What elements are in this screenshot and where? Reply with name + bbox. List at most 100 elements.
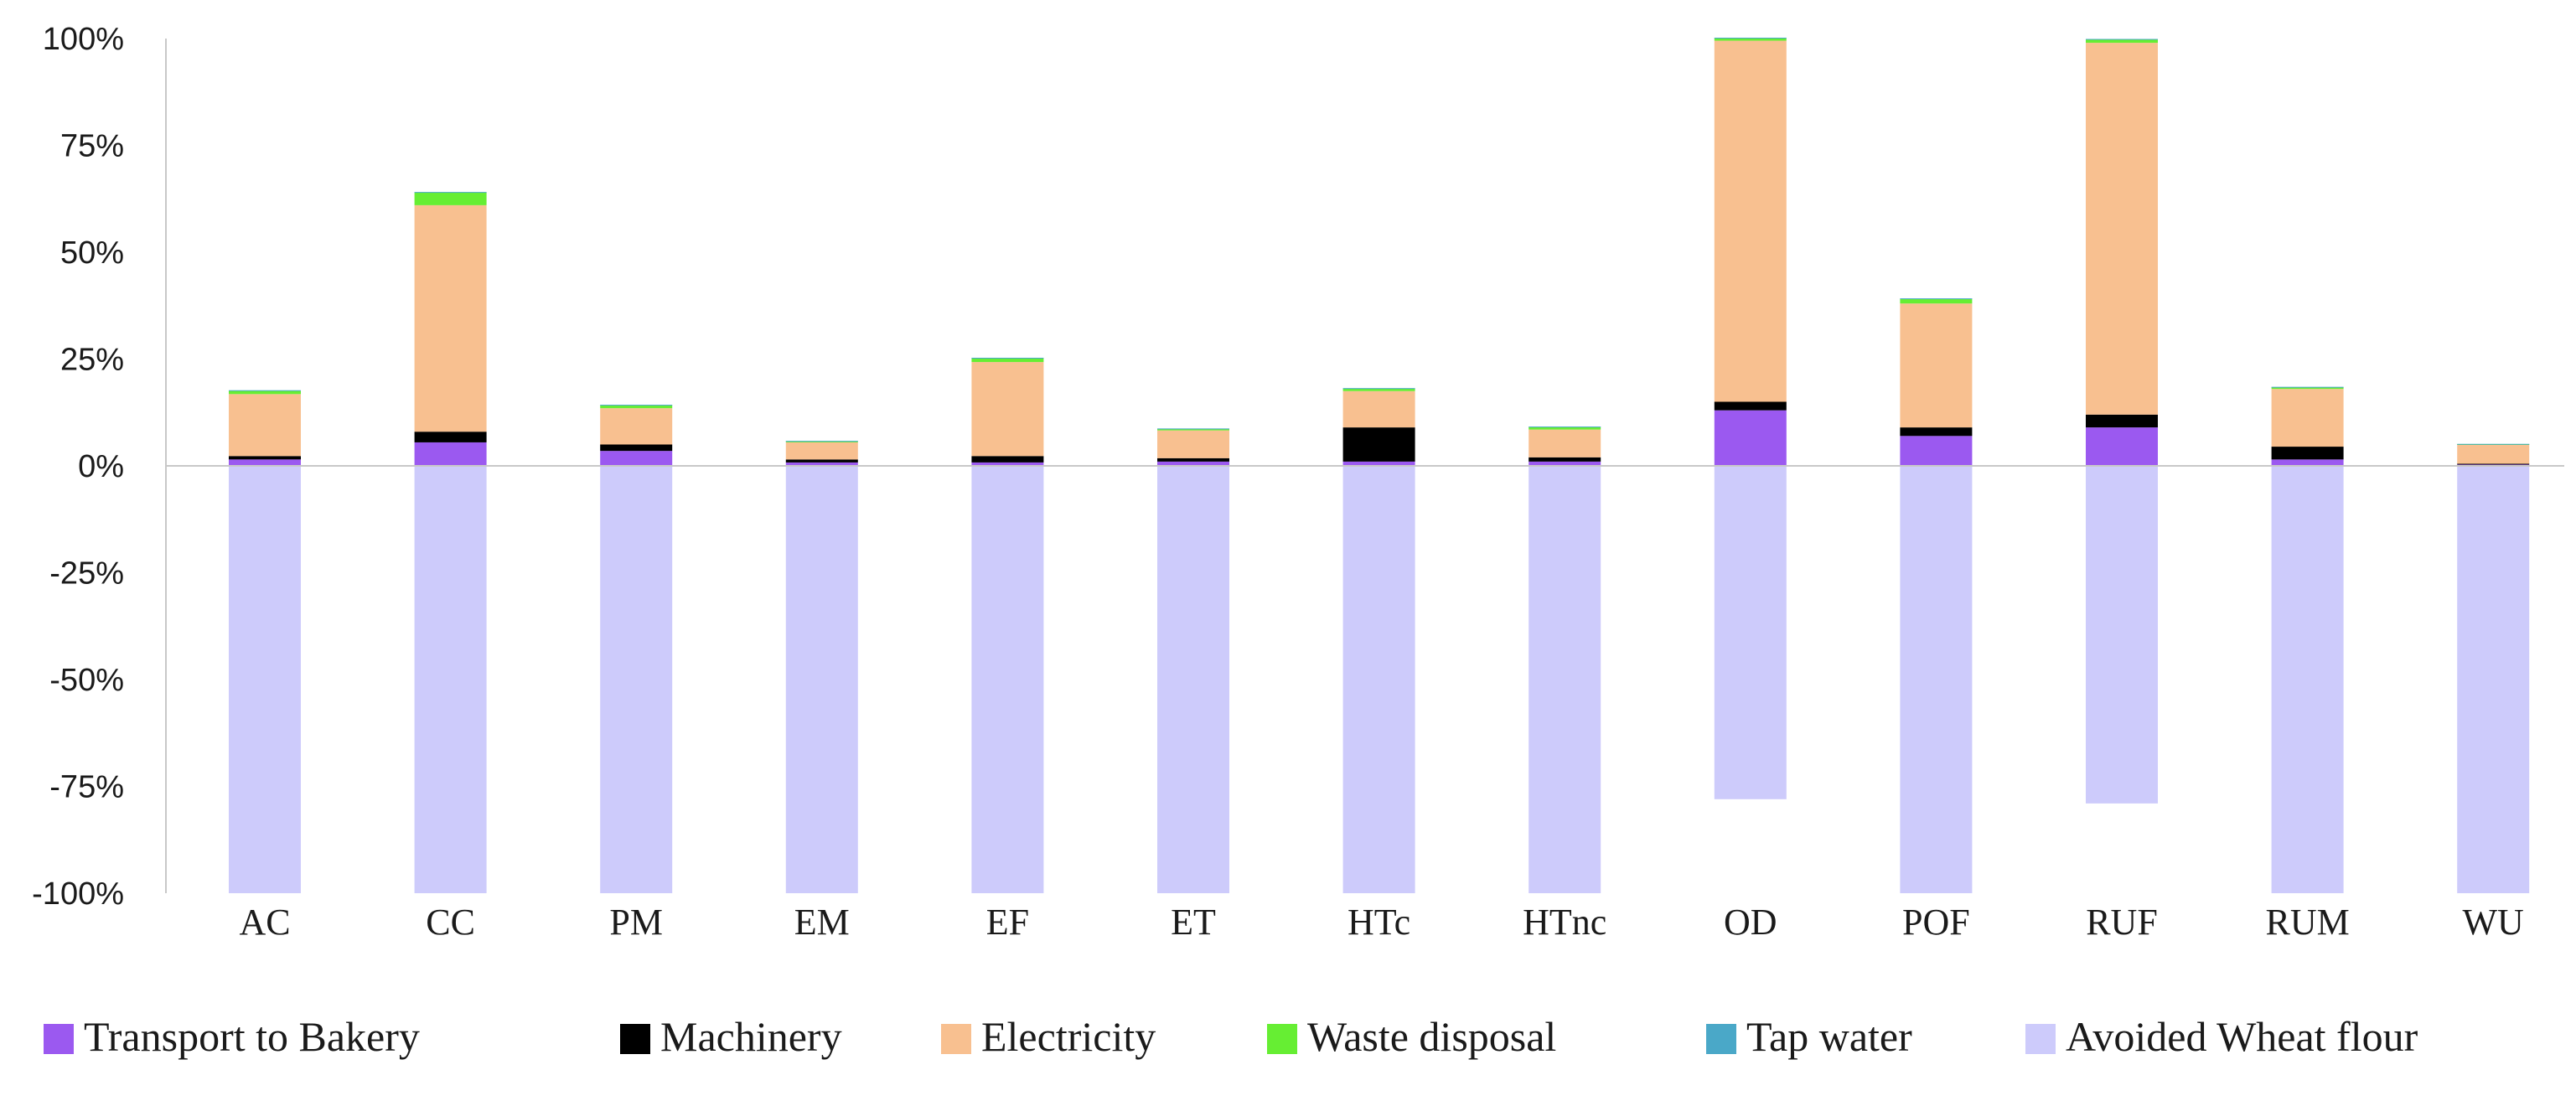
bar-et-machinery: [1157, 457, 1229, 462]
bar-ruf-machinery: [2086, 414, 2158, 428]
x-tick-label-em: EM: [794, 902, 850, 943]
y-tick-label: 25%: [60, 343, 124, 378]
bar-htc-avoided-wheat-flour: [1342, 466, 1415, 893]
bar-htnc-tap-water: [1529, 426, 1601, 428]
bar-od-electricity: [1714, 40, 1787, 402]
bar-ac-electricity: [229, 394, 301, 457]
bar-cc-tap-water: [414, 192, 487, 194]
x-tick-label-htnc: HTnc: [1523, 902, 1606, 943]
bar-rum-electricity: [2271, 389, 2344, 447]
bar-htnc-avoided-wheat-flour: [1529, 466, 1601, 893]
bar-cc-avoided-wheat-flour: [414, 466, 487, 893]
bar-ef-avoided-wheat-flour: [971, 466, 1044, 893]
legend-swatch: [1267, 1024, 1297, 1054]
bar-group-et: [1157, 428, 1229, 893]
bar-od-avoided-wheat-flour: [1714, 466, 1787, 799]
bar-htnc-machinery: [1529, 457, 1601, 462]
bar-od-waste-disposal: [1714, 38, 1787, 41]
bar-od-machinery: [1714, 401, 1787, 411]
x-tick-label-rum: RUM: [2265, 902, 2349, 943]
legend-item-waste-disposal: Waste disposal: [1267, 1013, 1556, 1060]
bar-et-electricity: [1157, 430, 1229, 458]
legend-item-tap-water: Tap water: [1706, 1013, 1912, 1060]
bar-ruf-waste-disposal: [2086, 39, 2158, 44]
bar-htc-tap-water: [1342, 388, 1415, 390]
bar-pof-tap-water: [1900, 298, 1973, 300]
bar-group-rum: [2271, 386, 2344, 893]
legend: Transport to Bakery Machinery Electricity W…: [44, 1013, 2418, 1060]
bar-pof-machinery: [1900, 427, 1973, 437]
bar-ef-tap-water: [971, 357, 1044, 359]
bar-em-electricity: [785, 442, 858, 460]
bar-group-ef: [971, 357, 1044, 893]
legend-item-electricity: Electricity: [941, 1013, 1156, 1060]
x-tick-label-ac: AC: [239, 902, 290, 943]
y-axis-ticks: 100% 75% 50% 25% 0% -25% -50% -75% -100%: [32, 22, 124, 912]
bar-em-transport-to-bakery: [785, 462, 858, 466]
bars: [229, 37, 2530, 893]
bar-pof-electricity: [1900, 303, 1973, 428]
bar-et-transport-to-bakery: [1157, 461, 1229, 466]
bar-ac-avoided-wheat-flour: [229, 466, 301, 893]
bar-htc-machinery: [1342, 427, 1415, 462]
bar-wu-machinery: [2457, 463, 2530, 465]
bar-cc-electricity: [414, 204, 487, 432]
bar-ruf-transport-to-bakery: [2086, 427, 2158, 466]
legend-label: Tap water: [1746, 1013, 1912, 1060]
bar-ruf-tap-water: [2086, 39, 2158, 40]
bar-group-od: [1714, 37, 1787, 799]
bar-em-machinery: [785, 459, 858, 463]
x-tick-label-pm: PM: [609, 902, 663, 943]
bar-pof-avoided-wheat-flour: [1900, 466, 1973, 893]
bar-rum-transport-to-bakery: [2271, 459, 2344, 466]
bar-od-tap-water: [1714, 37, 1787, 39]
bar-pof-transport-to-bakery: [1900, 436, 1973, 466]
bar-htc-electricity: [1342, 390, 1415, 428]
x-tick-label-htc: HTc: [1347, 902, 1410, 943]
legend-label: Avoided Wheat flour: [2066, 1013, 2418, 1060]
bar-htnc-transport-to-bakery: [1529, 461, 1601, 466]
y-tick-label: -50%: [49, 663, 124, 698]
y-tick-label: -75%: [49, 770, 124, 805]
bar-group-cc: [414, 192, 487, 893]
bar-cc-machinery: [414, 432, 487, 442]
legend-swatch: [44, 1024, 74, 1054]
bar-pm-machinery: [600, 444, 673, 452]
bar-group-htnc: [1529, 426, 1601, 893]
bar-group-pm: [600, 405, 673, 893]
legend-label: Electricity: [981, 1013, 1156, 1060]
bar-et-tap-water: [1157, 428, 1229, 430]
legend-swatch: [1706, 1024, 1736, 1054]
bar-cc-waste-disposal: [414, 192, 487, 205]
bar-pm-avoided-wheat-flour: [600, 466, 673, 893]
x-tick-label-pof: POF: [1902, 902, 1970, 943]
bar-pm-waste-disposal: [600, 405, 673, 409]
bar-group-wu: [2457, 443, 2530, 893]
legend-swatch: [2025, 1024, 2056, 1054]
legend-item-avoided-wheat-flour: Avoided Wheat flour: [2025, 1013, 2418, 1060]
bar-em-tap-water: [785, 441, 858, 442]
legend-label: Transport to Bakery: [84, 1013, 420, 1060]
legend-label: Machinery: [660, 1013, 842, 1060]
x-tick-label-ruf: RUF: [2086, 902, 2158, 943]
x-tick-label-wu: WU: [2463, 902, 2524, 943]
bar-cc-transport-to-bakery: [414, 442, 487, 466]
bar-pm-transport-to-bakery: [600, 451, 673, 466]
bar-group-em: [785, 441, 858, 893]
legend-label: Waste disposal: [1307, 1013, 1556, 1060]
y-tick-label: 100%: [43, 22, 124, 57]
bar-group-pof: [1900, 298, 1973, 893]
bar-rum-tap-water: [2271, 386, 2344, 388]
bar-htc-waste-disposal: [1342, 388, 1415, 391]
bar-group-ruf: [2086, 39, 2158, 804]
bar-rum-waste-disposal: [2271, 387, 2344, 390]
bar-rum-avoided-wheat-flour: [2271, 466, 2344, 893]
legend-swatch: [941, 1024, 971, 1054]
legend-item-machinery: Machinery: [620, 1013, 842, 1060]
y-tick-label: -100%: [32, 876, 124, 912]
bar-ef-electricity: [971, 362, 1044, 457]
y-tick-label: 50%: [60, 235, 124, 271]
bar-wu-avoided-wheat-flour: [2457, 466, 2530, 893]
bar-ruf-electricity: [2086, 43, 2158, 415]
